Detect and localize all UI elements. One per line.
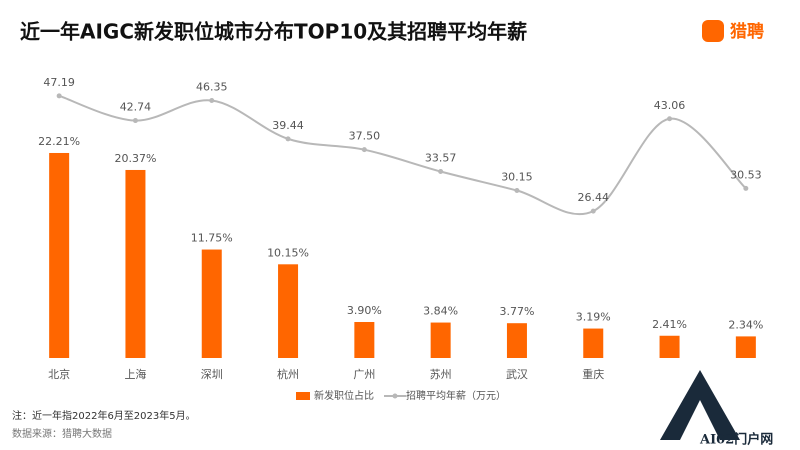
legend-swatch [296,392,310,400]
data-label: 3.77% [499,305,534,318]
x-tick-label: 北京 [48,367,70,381]
data-label: 42.74 [120,101,152,114]
x-tick-label: 苏州 [430,368,452,381]
data-label: 20.37% [114,152,156,165]
data-label: 43.06 [654,99,686,112]
logo-icon [702,20,724,42]
data-label: 3.90% [347,304,382,317]
data-label: 37.50 [349,130,381,143]
legend-label: 招聘平均年薪（万元） [406,389,506,402]
data-label: 2.41% [652,318,687,331]
bar [201,249,222,358]
line-point [209,98,215,103]
data-label: 26.44 [578,191,610,204]
bar [125,169,146,358]
line-point [514,188,520,193]
legend-swatch [392,393,398,399]
line-point [56,93,62,99]
data-label: 10.15% [267,246,309,259]
data-label: 30.53 [730,168,762,181]
line-point [743,185,749,191]
x-tick-label: 武汉 [506,368,528,381]
logo-text: 猎聘 [730,21,764,42]
data-label: 11.75% [191,232,233,245]
bar [430,322,451,358]
line-point [361,147,367,153]
line-point [285,136,291,142]
line-point [590,208,596,214]
data-label: 39.44 [272,119,304,132]
source: 数据来源：猎聘大数据 [12,427,112,440]
legend-label: 新发职位占比 [314,389,374,402]
bar [49,152,70,358]
bar [506,323,527,358]
bar [735,336,756,358]
bar [659,335,680,358]
data-label: 47.19 [43,76,75,89]
bar [354,322,375,358]
data-label: 2.34% [728,318,763,331]
watermark-logo [660,370,740,440]
data-label: 30.15 [501,171,533,184]
data-label: 46.35 [196,81,228,94]
line [58,94,747,216]
line-point [667,116,673,122]
bar [583,328,604,358]
chart-title: 近一年AIGC新发职位城市分布TOP10及其招聘平均年薪 [20,20,527,44]
data-label: 22.21% [38,135,80,148]
data-label: 33.57 [425,152,457,165]
line-point [438,169,444,174]
x-tick-label: 重庆 [582,367,604,381]
line-point [132,118,138,124]
x-tick-label: 上海 [124,367,146,381]
x-tick-label: 杭州 [277,367,299,381]
data-label: 3.19% [576,311,611,324]
note: 注：近一年指2022年6月至2023年5月。 [12,409,196,422]
bar [278,264,299,358]
x-tick-label: 深圳 [201,368,223,381]
watermark: AI02门户网 [699,432,773,448]
data-label: 3.84% [423,305,458,318]
x-tick-label: 广州 [353,368,375,381]
